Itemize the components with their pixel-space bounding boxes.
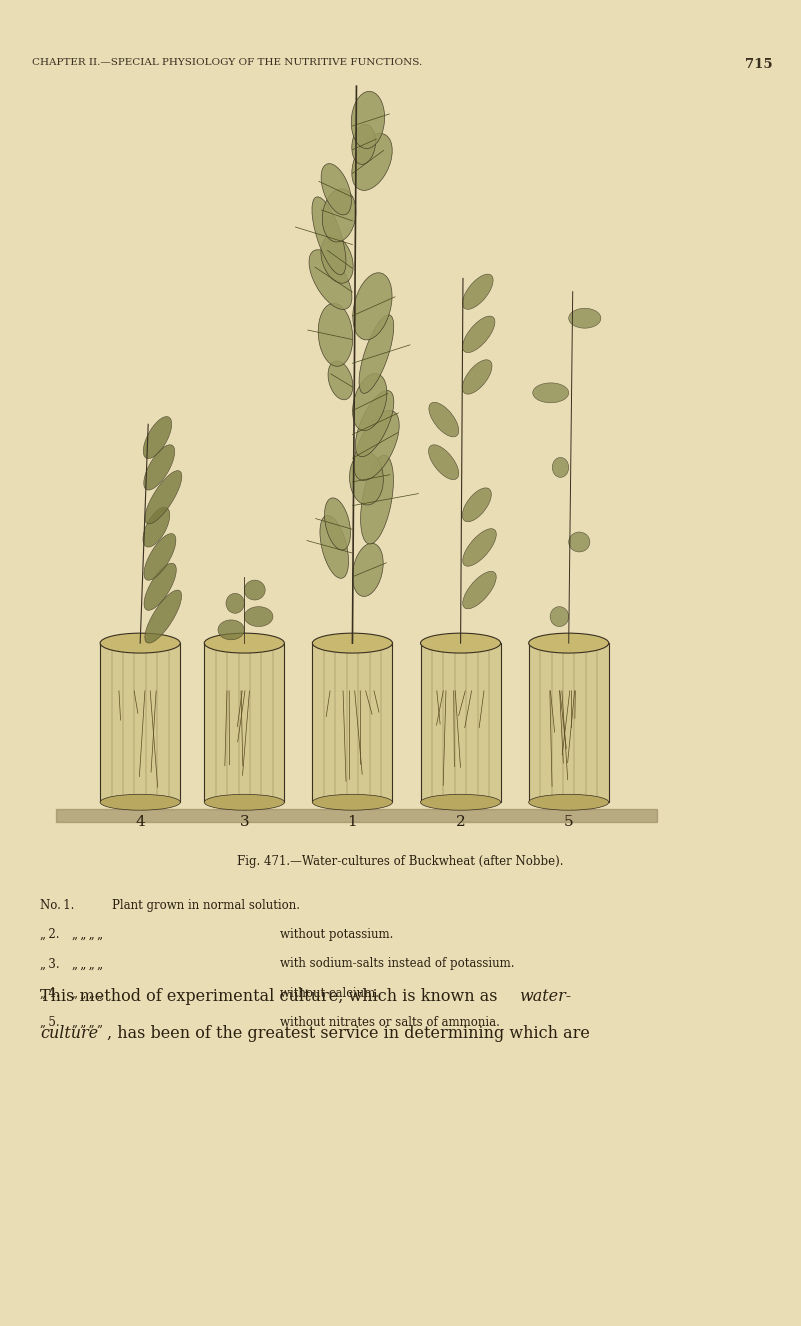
Ellipse shape <box>463 572 497 609</box>
Ellipse shape <box>533 383 569 403</box>
Text: without potassium.: without potassium. <box>280 928 394 941</box>
Text: „ 5.: „ 5. <box>40 1016 60 1029</box>
Text: water-: water- <box>519 988 571 1005</box>
Ellipse shape <box>144 564 176 610</box>
Ellipse shape <box>360 455 393 544</box>
Ellipse shape <box>421 794 501 810</box>
Ellipse shape <box>352 134 392 191</box>
Ellipse shape <box>352 544 383 597</box>
Ellipse shape <box>529 794 609 810</box>
Text: 2: 2 <box>456 815 465 830</box>
Ellipse shape <box>226 594 244 614</box>
Ellipse shape <box>352 273 392 339</box>
Ellipse shape <box>321 163 352 215</box>
Ellipse shape <box>550 607 569 627</box>
Text: 1: 1 <box>348 815 357 830</box>
Ellipse shape <box>320 516 348 578</box>
Ellipse shape <box>569 532 590 552</box>
Ellipse shape <box>244 607 273 627</box>
Text: 3: 3 <box>239 815 249 830</box>
Ellipse shape <box>145 590 182 643</box>
Text: This method of experimental culture, which is known as: This method of experimental culture, whi… <box>40 988 503 1005</box>
Ellipse shape <box>352 125 376 164</box>
Ellipse shape <box>312 196 346 274</box>
Ellipse shape <box>359 314 394 394</box>
Ellipse shape <box>463 316 495 353</box>
Text: , has been of the greatest service in determining which are: , has been of the greatest service in de… <box>107 1025 590 1042</box>
Ellipse shape <box>312 634 392 654</box>
Ellipse shape <box>463 529 497 566</box>
Text: CHAPTER II.—SPECIAL PHYSIOLOGY OF THE NUTRITIVE FUNCTIONS.: CHAPTER II.—SPECIAL PHYSIOLOGY OF THE NU… <box>32 58 422 68</box>
Text: „ „ „ „: „ „ „ „ <box>72 928 103 941</box>
Ellipse shape <box>322 188 356 241</box>
Ellipse shape <box>429 444 459 480</box>
Ellipse shape <box>204 794 284 810</box>
Ellipse shape <box>356 391 394 456</box>
Ellipse shape <box>309 249 352 309</box>
Ellipse shape <box>462 488 491 521</box>
Ellipse shape <box>462 274 493 309</box>
Text: without nitrates or salts of ammonia.: without nitrates or salts of ammonia. <box>280 1016 501 1029</box>
Ellipse shape <box>462 359 492 394</box>
Text: 5: 5 <box>564 815 574 830</box>
Text: „ 2.: „ 2. <box>40 928 59 941</box>
Text: Plant grown in normal solution.: Plant grown in normal solution. <box>112 899 300 912</box>
Ellipse shape <box>318 304 352 366</box>
Ellipse shape <box>145 471 182 524</box>
Ellipse shape <box>349 452 384 505</box>
Ellipse shape <box>143 416 171 459</box>
Text: „ „ „ „: „ „ „ „ <box>72 987 103 1000</box>
Text: Fig. 471.—Water-cultures of Buckwheat (after Nobbe).: Fig. 471.—Water-cultures of Buckwheat (a… <box>237 855 564 869</box>
Bar <box>100 643 180 802</box>
Ellipse shape <box>529 634 609 654</box>
Text: No. 1.: No. 1. <box>40 899 74 912</box>
Ellipse shape <box>100 634 180 654</box>
Ellipse shape <box>352 91 384 149</box>
Ellipse shape <box>144 533 176 581</box>
Ellipse shape <box>244 581 265 601</box>
Ellipse shape <box>421 634 501 654</box>
Text: with sodium-salts instead of potassium.: with sodium-salts instead of potassium. <box>280 957 515 971</box>
Text: „ 4.: „ 4. <box>40 987 60 1000</box>
Bar <box>204 643 284 802</box>
Ellipse shape <box>100 794 180 810</box>
Ellipse shape <box>218 621 244 640</box>
Ellipse shape <box>429 402 459 436</box>
Ellipse shape <box>569 309 601 329</box>
Bar <box>421 643 501 802</box>
Text: „ „ „ „: „ „ „ „ <box>72 1016 103 1029</box>
Ellipse shape <box>143 444 175 491</box>
Ellipse shape <box>354 410 399 480</box>
Ellipse shape <box>328 361 352 399</box>
Ellipse shape <box>552 457 569 477</box>
Text: 715: 715 <box>745 58 772 72</box>
Ellipse shape <box>204 634 284 654</box>
Text: without calcium.: without calcium. <box>280 987 380 1000</box>
Text: „ 3.: „ 3. <box>40 957 60 971</box>
Bar <box>529 643 609 802</box>
Text: „ „ „ „: „ „ „ „ <box>72 957 103 971</box>
Text: 4: 4 <box>135 815 145 830</box>
Text: culture: culture <box>40 1025 99 1042</box>
Ellipse shape <box>324 497 351 550</box>
Ellipse shape <box>312 794 392 810</box>
Ellipse shape <box>352 374 387 431</box>
Ellipse shape <box>143 507 170 548</box>
Ellipse shape <box>321 236 353 284</box>
Bar <box>312 643 392 802</box>
